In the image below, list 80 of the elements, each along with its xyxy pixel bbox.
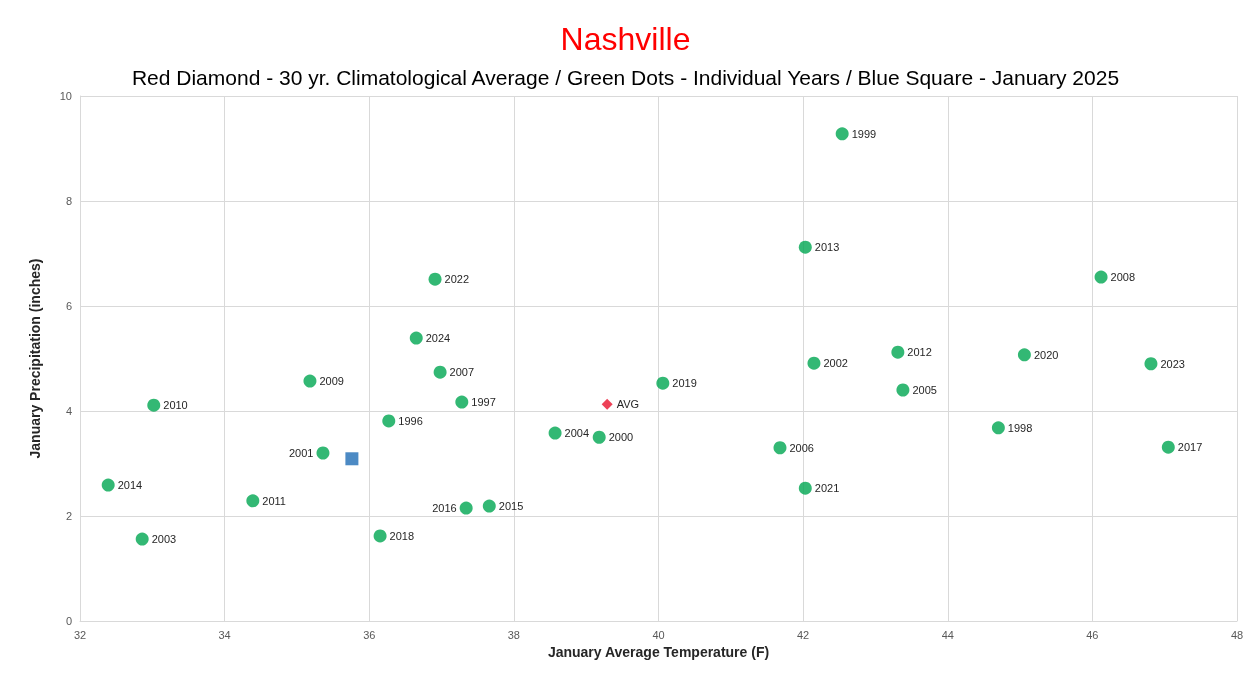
point (592, 430, 606, 444)
point (409, 331, 423, 345)
point (428, 272, 442, 286)
annotation: 2004 (564, 427, 590, 440)
point (1144, 357, 1158, 371)
point (891, 345, 905, 359)
point (373, 529, 387, 543)
point (147, 398, 161, 412)
point (807, 356, 821, 370)
y-tick-label: 4 (65, 405, 72, 417)
annotation: 2011 (262, 494, 286, 507)
point (991, 421, 1005, 435)
annotation: 2001 (288, 447, 314, 459)
point (482, 499, 496, 513)
y-tick-label: 0 (65, 615, 72, 627)
point (303, 374, 317, 388)
annotation: 2009 (319, 375, 344, 388)
y-tick-label: 6 (65, 300, 72, 312)
annotation: 2000 (608, 431, 634, 444)
annotation: 2021 (814, 482, 840, 495)
point (433, 365, 447, 379)
point (1161, 440, 1175, 454)
annotation: 2007 (449, 366, 475, 379)
x-axis-title: January Average Temperature (F) (547, 644, 770, 660)
x-tick-label: 42 (797, 628, 810, 641)
y-axis-title: January Precipitation (inches) (27, 258, 43, 459)
y-tick-label: 2 (65, 510, 72, 522)
annotation: 2019 (672, 377, 697, 390)
point (896, 383, 910, 397)
annotation: 2018 (389, 529, 415, 542)
x-tick-label: 48 (1230, 628, 1244, 641)
annotation: 2012 (907, 346, 932, 359)
point (316, 446, 330, 460)
annotation: 1996 (398, 414, 423, 427)
annotation: AVG (616, 398, 640, 411)
point (459, 501, 473, 515)
point (345, 452, 359, 466)
annotation: 2014 (117, 479, 143, 492)
annotation: 2024 (425, 332, 451, 345)
x-tick-label: 32 (73, 628, 87, 641)
annotation: 2003 (151, 533, 177, 546)
x-tick-label: 36 (363, 628, 376, 641)
annotation: 2016 (432, 502, 457, 515)
x-tick-label: 40 (652, 628, 665, 641)
x-tick-label: 34 (218, 628, 231, 641)
y-tick-label: 8 (65, 195, 72, 207)
annotation: 1998 (1007, 421, 1033, 434)
chart-subtitle: Red Diamond - 30 yr. Climatological Average / Green Dots - Individual Years / Blue Square - January 2025 (131, 66, 1120, 89)
annotation: 2002 (823, 357, 848, 370)
annotation: 1999 (851, 127, 877, 140)
point (798, 240, 812, 254)
annotation: 2006 (789, 441, 814, 454)
point (246, 494, 260, 508)
point (548, 426, 562, 440)
point (1094, 270, 1108, 284)
point (455, 395, 469, 409)
annotation: 2017 (1177, 441, 1203, 454)
annotation: 2005 (912, 384, 937, 396)
annotation: 2015 (498, 500, 524, 513)
annotation: 2008 (1110, 271, 1136, 284)
annotation: 2023 (1160, 357, 1185, 370)
annotation: 2013 (814, 241, 840, 254)
x-tick-label: 38 (507, 628, 520, 641)
chart-title: Nashville (560, 21, 691, 57)
point (135, 532, 149, 546)
point (382, 414, 396, 428)
annotation: 2022 (444, 273, 470, 286)
point (656, 376, 670, 390)
x-tick-label: 46 (1086, 628, 1099, 641)
y-tick-label: 10 (59, 90, 72, 102)
annotation: 1997 (471, 396, 496, 409)
annotation: 2010 (163, 399, 188, 412)
annotation: 2020 (1033, 348, 1059, 361)
point (601, 398, 613, 410)
point (1017, 348, 1031, 362)
x-tick-label: 44 (941, 628, 954, 641)
point (773, 441, 787, 455)
point (835, 127, 849, 141)
point (798, 481, 812, 495)
point (101, 478, 115, 492)
